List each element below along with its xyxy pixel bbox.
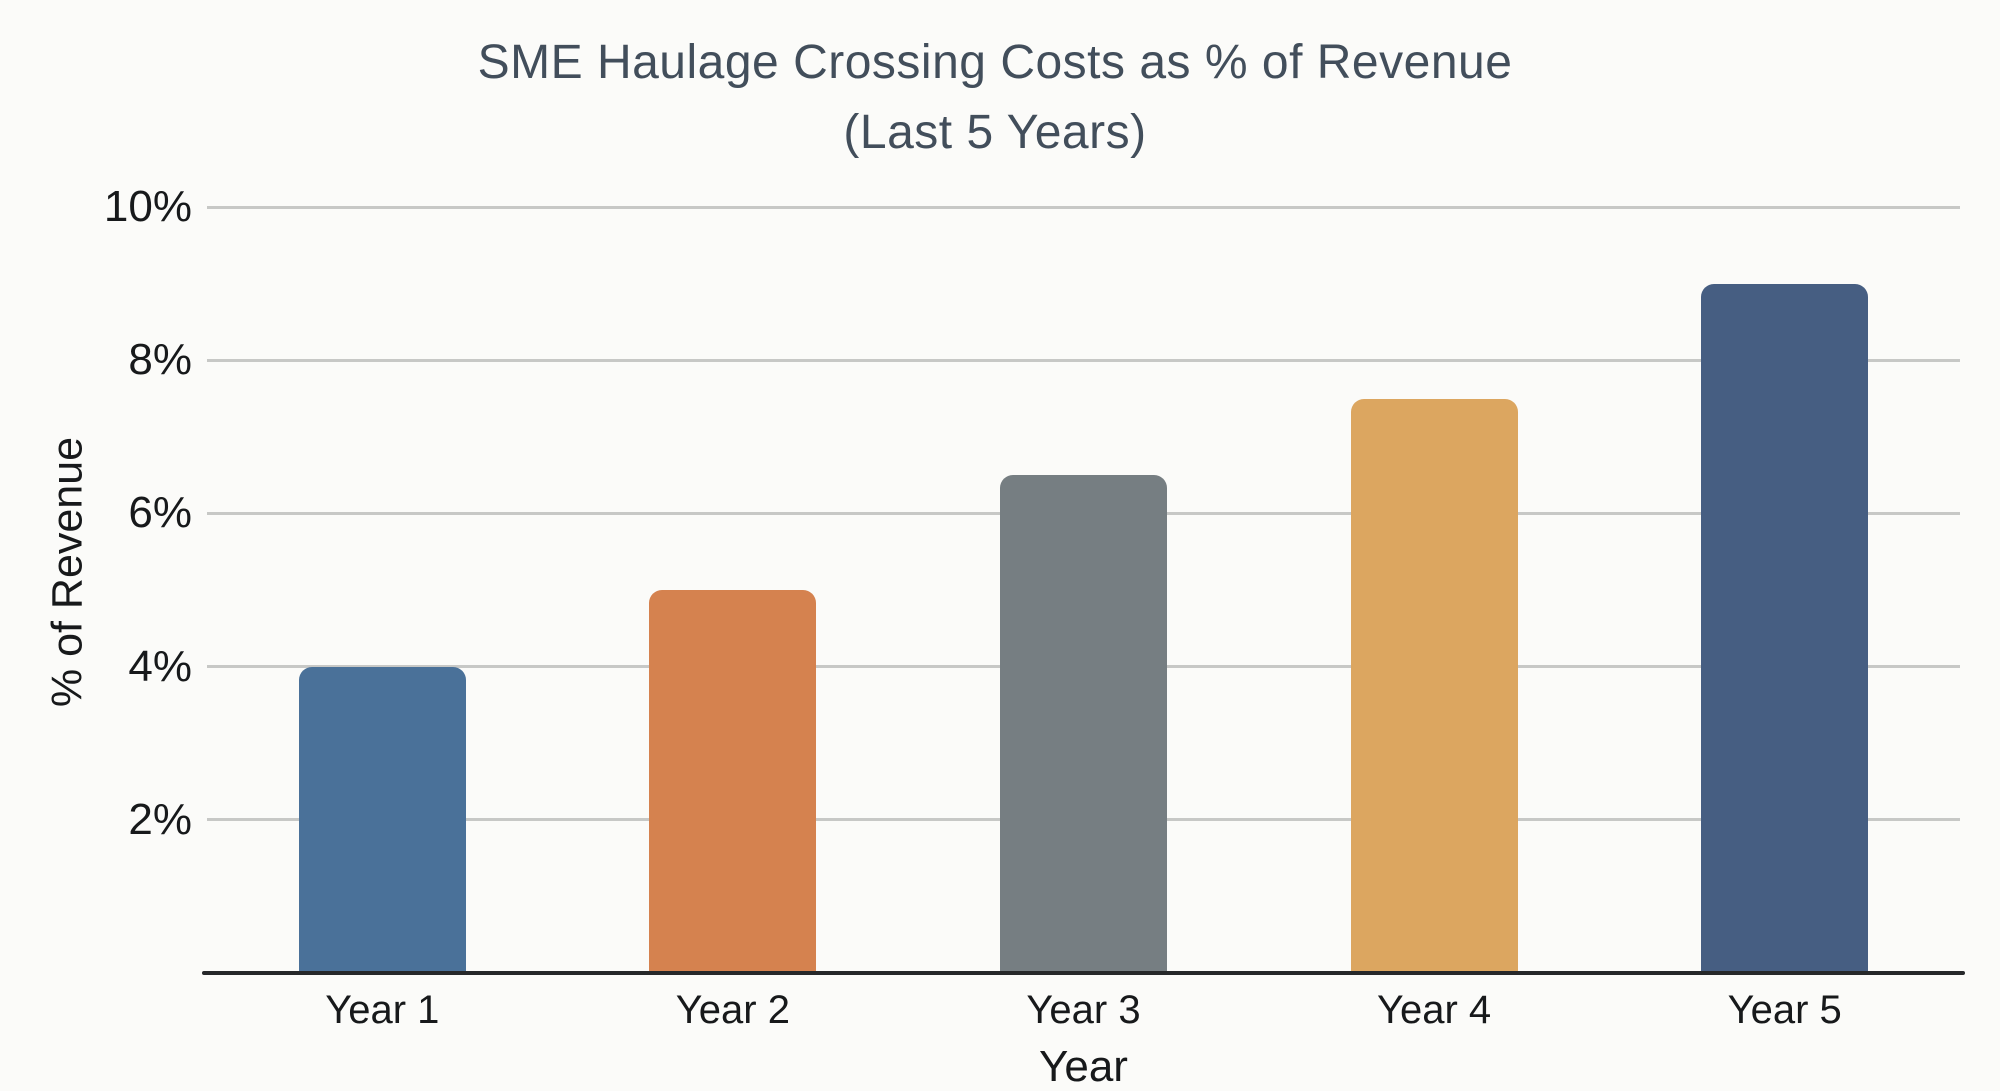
x-axis-line bbox=[202, 971, 1965, 975]
x-tick-label: Year 4 bbox=[1377, 988, 1492, 1032]
chart-title-line2: (Last 5 Years) bbox=[843, 106, 1147, 159]
y-axis-label: % of Revenue bbox=[43, 436, 92, 708]
y-tick-label: 4% bbox=[128, 641, 192, 691]
x-tick-label: Year 1 bbox=[325, 988, 440, 1032]
bar-year-3 bbox=[1000, 475, 1167, 971]
y-tick-label: 8% bbox=[128, 335, 192, 385]
y-tick-label: 2% bbox=[128, 794, 192, 844]
bar-year-4 bbox=[1350, 398, 1518, 971]
gridline-10% bbox=[207, 205, 1960, 209]
x-tick-label: Year 5 bbox=[1727, 988, 1842, 1032]
x-axis-label: Year bbox=[1039, 1042, 1128, 1091]
y-tick-label: 10% bbox=[103, 182, 192, 231]
y-tick-label: 6% bbox=[128, 488, 192, 538]
chart-title-line1: SME Haulage Crossing Costs as % of Reven… bbox=[477, 36, 1513, 89]
bar-year-2 bbox=[649, 590, 817, 971]
x-tick-label: Year 3 bbox=[1026, 988, 1141, 1032]
chart-title: SME Haulage Crossing Costs as % of Reven… bbox=[0, 28, 1990, 168]
gridline-8% bbox=[207, 358, 1960, 362]
bar-year-5 bbox=[1701, 283, 1869, 971]
bar-year-1 bbox=[298, 666, 466, 971]
x-tick-label: Year 2 bbox=[675, 988, 790, 1032]
